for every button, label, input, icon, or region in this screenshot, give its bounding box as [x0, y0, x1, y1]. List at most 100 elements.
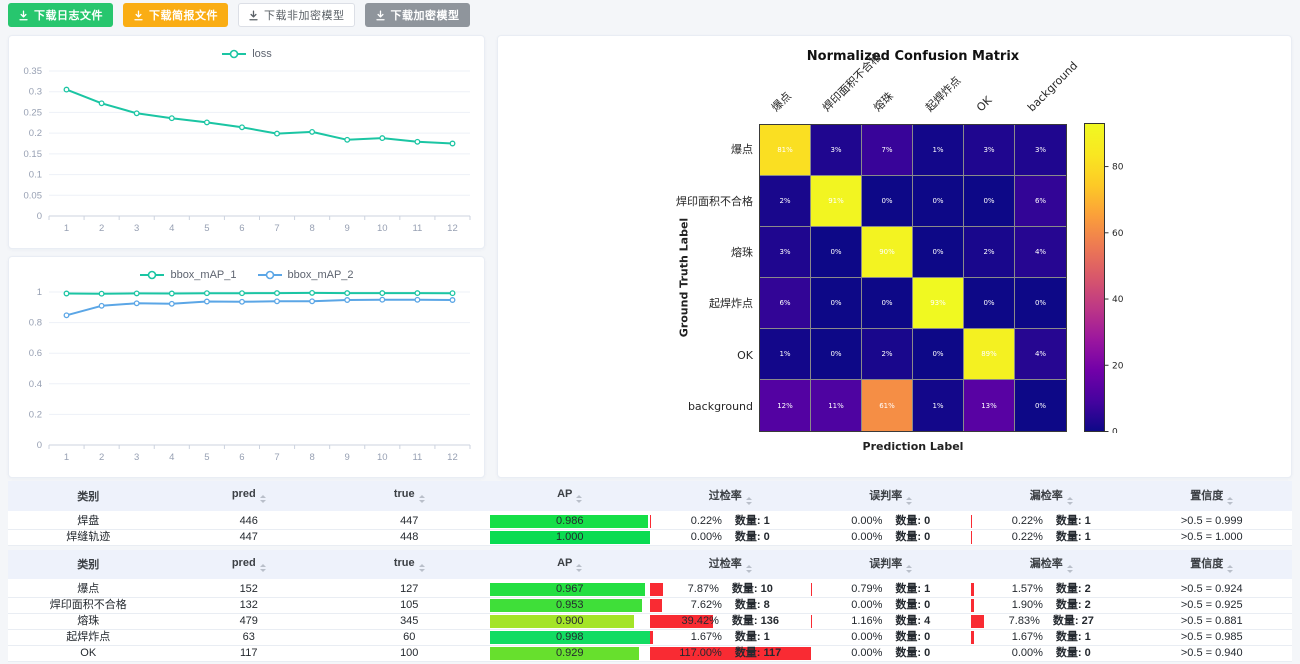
over-rate-cell: 0.00% 数量: 0 — [650, 529, 811, 546]
column-header[interactable]: 置信度 — [1131, 549, 1292, 582]
rate-bar — [971, 631, 974, 644]
download-log-button[interactable]: 下载日志文件 — [8, 3, 113, 27]
confusion-matrix-figure: Normalized Confusion Matrix Prediction L… — [498, 36, 1291, 477]
download-report-button[interactable]: 下载简报文件 — [123, 3, 228, 27]
table-row: 起焊炸点 63 60 0.998 1.67% 数量: 1 0.00% 数量: 0 1.67% 数量… — [8, 629, 1292, 646]
legend-item-bbox_mAP_1[interactable]: bbox_mAP_1 — [139, 268, 237, 281]
loss-chart-legend: loss — [9, 36, 484, 62]
column-header[interactable]: true — [329, 549, 490, 582]
legend-label: bbox_mAP_2 — [287, 268, 354, 281]
svg-text:0.25: 0.25 — [24, 107, 43, 118]
button-label: 下载非加密模型 — [264, 10, 345, 22]
matrix-cell: 3% — [811, 125, 862, 176]
sort-caret-icon[interactable] — [745, 496, 752, 505]
legend-item-loss[interactable]: loss — [221, 48, 272, 60]
sort-caret-icon[interactable] — [259, 495, 266, 504]
column-header[interactable]: 漏检率 — [971, 549, 1132, 582]
column-header[interactable]: 置信度 — [1131, 481, 1292, 514]
matrix-cell: 1% — [760, 329, 811, 380]
svg-text:0.15: 0.15 — [24, 149, 43, 160]
sort-caret-icon[interactable] — [1066, 496, 1073, 505]
rate-count: 数量: 1 — [895, 583, 931, 595]
svg-text:20: 20 — [1112, 361, 1124, 371]
over-rate-cell: 7.87% 数量: 10 — [650, 580, 811, 598]
ap-value: 1.000 — [555, 530, 584, 543]
sort-caret-icon[interactable] — [576, 563, 583, 572]
svg-text:40: 40 — [1112, 295, 1124, 305]
download-plain-model-button[interactable]: 下载非加密模型 — [238, 3, 355, 27]
column-header[interactable]: pred — [168, 549, 329, 582]
true-cell: 60 — [329, 629, 490, 646]
rate-percent: 1.90% — [1011, 599, 1043, 611]
svg-text:1: 1 — [64, 452, 69, 463]
svg-text:8: 8 — [309, 452, 314, 463]
matrix-cell: 0% — [862, 176, 913, 227]
confusion-matrix-card: Normalized Confusion Matrix Prediction L… — [497, 35, 1292, 478]
sort-caret-icon[interactable] — [418, 563, 425, 572]
svg-text:60: 60 — [1112, 229, 1124, 239]
matrix-cell: 13% — [964, 380, 1015, 431]
pred-cell: 479 — [168, 613, 329, 630]
sort-caret-icon[interactable] — [906, 496, 913, 505]
matrix-column-label: background — [1025, 59, 1081, 115]
svg-text:11: 11 — [412, 452, 422, 463]
matrix-cell: 1% — [913, 380, 964, 431]
sort-caret-icon[interactable] — [1227, 565, 1234, 574]
rate-percent: 0.22% — [690, 514, 722, 527]
category-cell: 焊缝轨迹 — [8, 529, 169, 546]
column-header[interactable]: 过检率 — [650, 549, 811, 582]
column-header-label: 类别 — [77, 490, 100, 503]
rate-bar — [650, 615, 714, 628]
sort-caret-icon[interactable] — [576, 495, 583, 504]
ap-cell: 1.000 — [489, 529, 650, 546]
mis-rate-cell: 1.16% 数量: 4 — [810, 613, 971, 630]
sort-caret-icon[interactable] — [906, 565, 913, 574]
download-icon — [19, 10, 28, 20]
column-header[interactable]: 过检率 — [650, 481, 811, 514]
sort-caret-icon[interactable] — [259, 563, 266, 572]
svg-text:4: 4 — [169, 452, 174, 463]
loss-line-chart: 00.050.10.150.20.250.30.351 2 3 4 5 6 7 8 9 10 11 1… — [24, 66, 471, 234]
matrix-cell: 0% — [1015, 380, 1066, 431]
column-header[interactable]: 误判率 — [810, 549, 971, 582]
column-header-label: AP — [557, 488, 573, 501]
matrix-cell: 6% — [1015, 176, 1066, 227]
sort-caret-icon[interactable] — [1227, 496, 1234, 505]
rate-percent: 39.42% — [681, 615, 719, 627]
ap-value: 0.953 — [555, 599, 584, 611]
matrix-cell: 6% — [760, 278, 811, 329]
column-header-label: 置信度 — [1190, 558, 1224, 571]
legend-item-bbox_mAP_2[interactable]: bbox_mAP_2 — [257, 269, 354, 281]
legend-label: loss — [252, 47, 272, 60]
sort-caret-icon[interactable] — [1066, 565, 1073, 574]
ap-cell: 0.967 — [489, 580, 650, 598]
legend-label: bbox_mAP_1 — [170, 268, 237, 281]
column-header[interactable]: true — [329, 481, 490, 514]
column-header[interactable]: AP — [489, 549, 650, 582]
sort-caret-icon[interactable] — [745, 565, 752, 574]
confidence-cell: >0.5 = 1.000 — [1131, 529, 1292, 546]
matrix-cell: 2% — [760, 176, 811, 227]
colorbar: 0 20 40 60 80 — [1084, 123, 1124, 433]
defect-metrics-table: 类别 pred true AP 过检率 误判率 漏检率 置信度 爆点 152 127 0.967 7.8… — [8, 549, 1292, 662]
svg-text:3: 3 — [134, 452, 139, 463]
matrix-cell: 93% — [913, 278, 964, 329]
column-header[interactable]: 漏检率 — [971, 481, 1132, 514]
sort-caret-icon[interactable] — [418, 495, 425, 504]
column-header[interactable]: 误判率 — [810, 481, 971, 514]
matrix-row-label: background — [687, 399, 753, 413]
rate-percent: 7.83% — [1008, 615, 1040, 627]
matrix-cell: 0% — [913, 227, 964, 278]
matrix-cell: 0% — [964, 176, 1015, 227]
matrix-cell: 0% — [811, 227, 862, 278]
column-header[interactable]: pred — [168, 481, 329, 514]
column-header[interactable]: AP — [489, 481, 650, 514]
matrix-column-label: 爆点 — [768, 89, 794, 115]
download-encrypted-model-button[interactable]: 下载加密模型 — [364, 3, 470, 27]
matrix-column-label: 起焊炸点 — [922, 73, 964, 115]
ap-bar — [489, 631, 650, 644]
mis-rate-cell: 0.00% 数量: 0 — [810, 645, 971, 662]
column-header-label: 置信度 — [1190, 489, 1224, 502]
rate-percent: 1.16% — [851, 615, 883, 627]
svg-text:0.1: 0.1 — [29, 170, 42, 181]
